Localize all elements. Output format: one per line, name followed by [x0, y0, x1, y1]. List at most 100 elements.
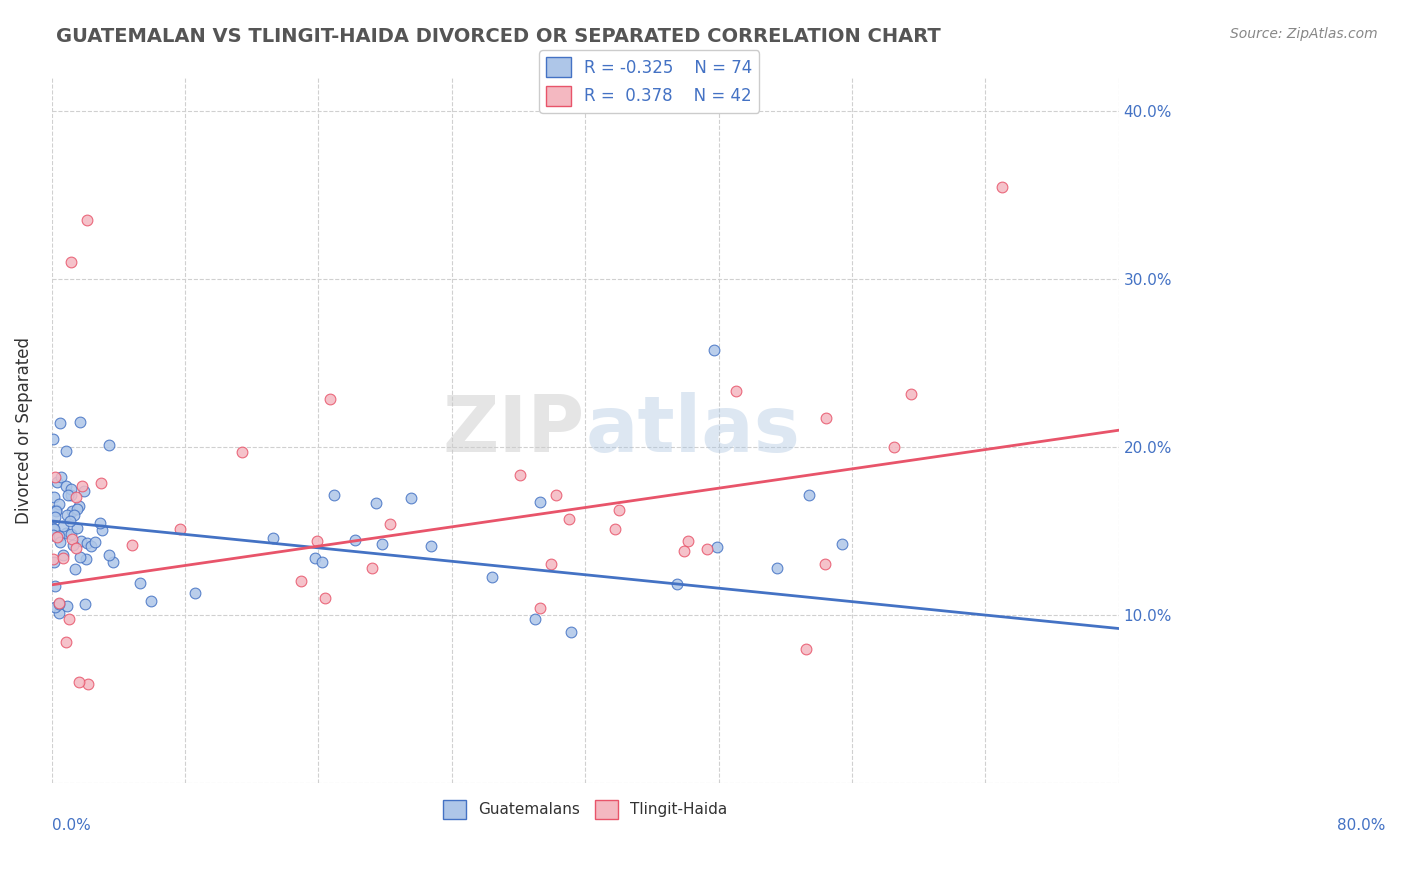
- Point: [48, 597, 70, 611]
- Point: [44, 522, 66, 536]
- Point: [797, 488, 820, 502]
- Point: [814, 557, 837, 571]
- Point: [831, 537, 853, 551]
- Point: [49, 416, 72, 430]
- Point: [702, 343, 724, 357]
- Point: [343, 533, 366, 547]
- Point: [56, 487, 79, 501]
- Point: [48, 534, 70, 549]
- Point: [55, 635, 77, 649]
- Point: [323, 488, 346, 502]
- Legend: Guatemalans, Tlingit-Haida: Guatemalans, Tlingit-Haida: [437, 794, 734, 825]
- Point: [44, 599, 66, 614]
- Point: [44, 510, 66, 524]
- Point: [59, 527, 82, 541]
- Text: 0.0%: 0.0%: [52, 818, 90, 833]
- Point: [509, 468, 531, 483]
- Point: [75, 597, 97, 611]
- Y-axis label: Divorced or Separated: Divorced or Separated: [15, 337, 32, 524]
- Point: [609, 503, 631, 517]
- Point: [42, 521, 65, 535]
- Point: [314, 591, 336, 605]
- Point: [48, 606, 70, 620]
- Point: [529, 495, 551, 509]
- Point: [42, 552, 65, 566]
- Point: [883, 440, 905, 454]
- Point: [44, 470, 66, 484]
- Point: [52, 549, 75, 563]
- Point: [59, 488, 82, 502]
- Point: [63, 508, 86, 522]
- Point: [169, 522, 191, 536]
- Point: [56, 508, 79, 522]
- Text: ZIP: ZIP: [443, 392, 585, 468]
- Point: [63, 562, 86, 576]
- Point: [45, 503, 67, 517]
- Point: [605, 522, 627, 536]
- Point: [60, 504, 83, 518]
- Point: [76, 536, 98, 550]
- Point: [724, 384, 747, 398]
- Point: [45, 504, 67, 518]
- Point: [77, 677, 100, 691]
- Point: [90, 476, 112, 491]
- Point: [45, 475, 67, 489]
- Point: [706, 540, 728, 554]
- Point: [560, 625, 582, 640]
- Point: [66, 521, 89, 535]
- Point: [52, 551, 75, 566]
- Point: [672, 543, 695, 558]
- Point: [676, 533, 699, 548]
- Text: Source: ZipAtlas.com: Source: ZipAtlas.com: [1230, 27, 1378, 41]
- Point: [371, 537, 394, 551]
- Point: [378, 516, 401, 531]
- Point: [815, 411, 838, 425]
- Point: [42, 528, 65, 542]
- Point: [305, 534, 328, 549]
- Point: [83, 534, 105, 549]
- Point: [42, 555, 65, 569]
- Point: [360, 560, 382, 574]
- Point: [399, 491, 422, 505]
- Point: [67, 674, 90, 689]
- Text: 80.0%: 80.0%: [1337, 818, 1385, 833]
- Point: [44, 579, 66, 593]
- Point: [79, 539, 101, 553]
- Point: [49, 470, 72, 484]
- Point: [121, 538, 143, 552]
- Point: [262, 531, 284, 545]
- Point: [76, 213, 98, 227]
- Point: [311, 555, 333, 569]
- Point: [991, 179, 1014, 194]
- Point: [48, 529, 70, 543]
- Point: [540, 557, 562, 571]
- Point: [796, 642, 818, 657]
- Point: [42, 433, 65, 447]
- Point: [184, 585, 207, 599]
- Point: [529, 600, 551, 615]
- Point: [60, 532, 83, 546]
- Point: [420, 540, 443, 554]
- Point: [290, 574, 312, 588]
- Point: [523, 612, 546, 626]
- Point: [900, 387, 922, 401]
- Point: [58, 612, 80, 626]
- Point: [55, 478, 77, 492]
- Point: [73, 484, 96, 499]
- Point: [97, 549, 120, 563]
- Point: [69, 549, 91, 564]
- Point: [45, 530, 67, 544]
- Point: [59, 514, 82, 528]
- Point: [62, 538, 84, 552]
- Point: [70, 533, 93, 548]
- Point: [139, 593, 162, 607]
- Point: [304, 551, 326, 566]
- Point: [696, 542, 718, 557]
- Point: [98, 438, 121, 452]
- Point: [231, 444, 253, 458]
- Point: [319, 392, 342, 406]
- Point: [558, 511, 581, 525]
- Point: [60, 482, 83, 496]
- Point: [65, 490, 87, 504]
- Point: [65, 541, 87, 556]
